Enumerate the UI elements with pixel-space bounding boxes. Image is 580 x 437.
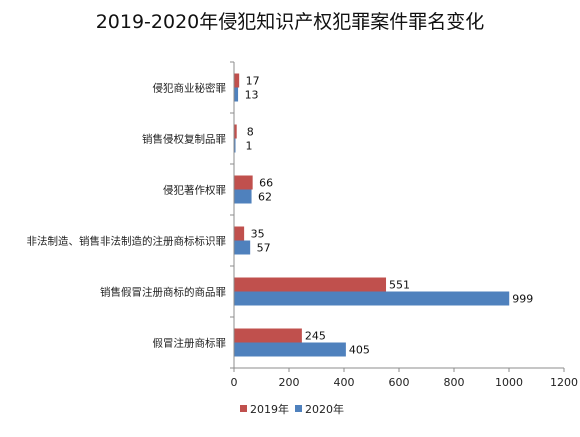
legend-swatch xyxy=(295,405,302,412)
category-label: 销售假冒注册商标的商品罪 xyxy=(100,286,226,299)
category-label: 侵犯商业秘密罪 xyxy=(153,82,227,95)
data-label: 13 xyxy=(245,89,259,102)
category-label: 侵犯著作权罪 xyxy=(163,184,226,197)
chart-title: 2019-2020年侵犯知识产权犯罪案件罪名变化 xyxy=(96,11,485,33)
bar-2020年-4 xyxy=(234,291,510,306)
bar-2019年-0 xyxy=(234,73,240,88)
data-label: 1 xyxy=(246,140,253,153)
bar-2019年-2 xyxy=(234,175,253,190)
legend-swatch xyxy=(240,405,247,412)
bar-2020年-1 xyxy=(234,138,236,153)
bar-2019年-3 xyxy=(234,226,245,241)
data-label: 999 xyxy=(512,293,533,306)
bar-2019年-4 xyxy=(234,277,387,292)
bar-2019年-1 xyxy=(234,124,237,139)
x-tick-label: 1000 xyxy=(495,376,523,389)
legend-label: 2019年 xyxy=(250,402,289,416)
bar-2020年-0 xyxy=(234,87,239,102)
data-label: 245 xyxy=(305,330,326,343)
data-label: 17 xyxy=(246,75,260,88)
category-label: 销售侵权复制品罪 xyxy=(142,133,226,146)
bar-2019年-5 xyxy=(234,328,302,343)
data-label: 405 xyxy=(349,344,370,357)
data-label: 35 xyxy=(251,228,265,241)
x-tick-label: 1200 xyxy=(550,376,578,389)
x-tick-label: 600 xyxy=(389,376,410,389)
data-label: 551 xyxy=(389,279,410,292)
legend-label: 2020年 xyxy=(305,402,344,416)
bar-2020年-2 xyxy=(234,189,252,204)
legend: 2019年 2020年 xyxy=(240,402,344,416)
x-tick-label: 0 xyxy=(231,376,238,389)
x-tick-label: 400 xyxy=(334,376,355,389)
data-label: 66 xyxy=(259,177,273,190)
x-tick-label: 800 xyxy=(444,376,465,389)
bar-2020年-3 xyxy=(234,240,251,255)
data-label: 8 xyxy=(247,126,254,139)
category-label: 非法制造、销售非法制造的注册商标标识罪 xyxy=(27,235,227,248)
data-label: 57 xyxy=(257,242,271,255)
data-label: 62 xyxy=(258,191,272,204)
category-label: 假冒注册商标罪 xyxy=(153,337,227,350)
bar-2020年-5 xyxy=(234,342,346,357)
x-tick-label: 200 xyxy=(279,376,300,389)
